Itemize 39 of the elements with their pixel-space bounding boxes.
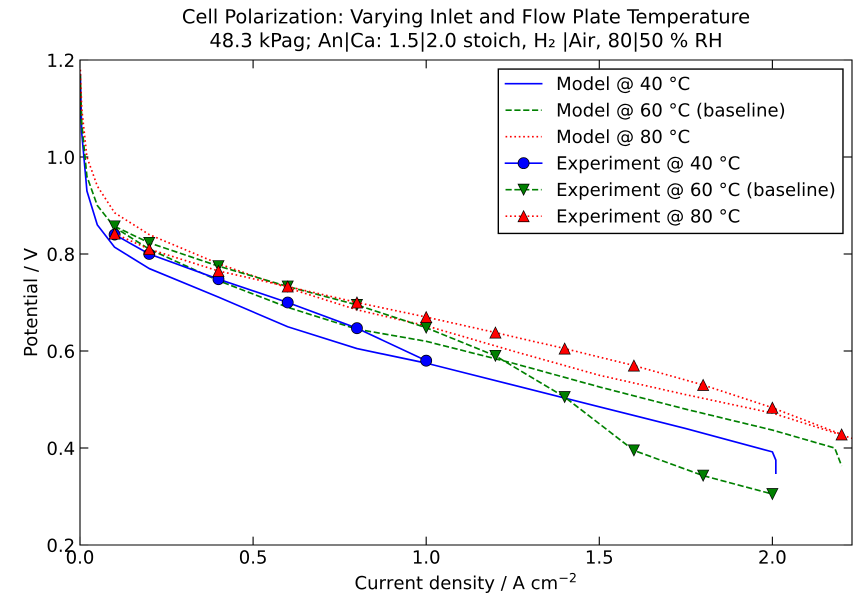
point: [558, 391, 571, 403]
legend-label: Model @ 40 °C: [558, 76, 690, 94]
y-tick-label: 1.0: [48, 150, 74, 164]
point: [697, 379, 710, 391]
point: [697, 470, 710, 482]
x-tick-label: 0.5: [240, 550, 266, 564]
y-tick-label: 0.6: [48, 344, 74, 358]
y-tick-label: 0.2: [48, 538, 74, 552]
y-axis-title: Potential / V: [23, 248, 39, 356]
point: [212, 265, 224, 277]
point: [420, 311, 432, 323]
y-tick-label: 0.8: [48, 247, 74, 262]
point: [143, 243, 156, 256]
point: [836, 428, 848, 440]
y-tick-label: 0.4: [48, 441, 74, 456]
y-tick-label: 1.2: [48, 53, 74, 67]
x-axis-title: Current density / A cm$^{−2}$: [356, 572, 576, 593]
chart-title: Cell Polarization: Varying Inlet and Flow Plate Temperature: [182, 8, 750, 28]
point: [282, 296, 294, 308]
point: [558, 342, 571, 354]
legend-label: Experiment @ 40 °C: [558, 156, 740, 174]
legend-label: Experiment @ 80 °C: [558, 208, 740, 226]
point: [351, 322, 363, 334]
point: [628, 360, 640, 372]
point: [420, 354, 432, 367]
x-tick-label: 1.0: [414, 550, 440, 564]
point: [628, 444, 640, 456]
x-tick-label: 2.0: [759, 550, 786, 564]
x-tick-label: 1.5: [586, 550, 612, 564]
point: [490, 326, 502, 338]
point: [351, 296, 363, 308]
legend-label: Model @ 80 °C: [558, 129, 690, 146]
point: [490, 350, 502, 362]
x-tick-label: 0.0: [66, 550, 94, 564]
point: [766, 402, 778, 414]
legend-label: Experiment @ 60 °C (baseline): [558, 182, 834, 200]
point: [766, 488, 778, 500]
legend-label: Model @ 60 °C (baseline): [558, 102, 784, 120]
chart-subtitle: 48.3 kPag; An|Ca: 1.5|2.0 stoich, H₂ |Air, 80|50 % RH: [210, 32, 721, 52]
